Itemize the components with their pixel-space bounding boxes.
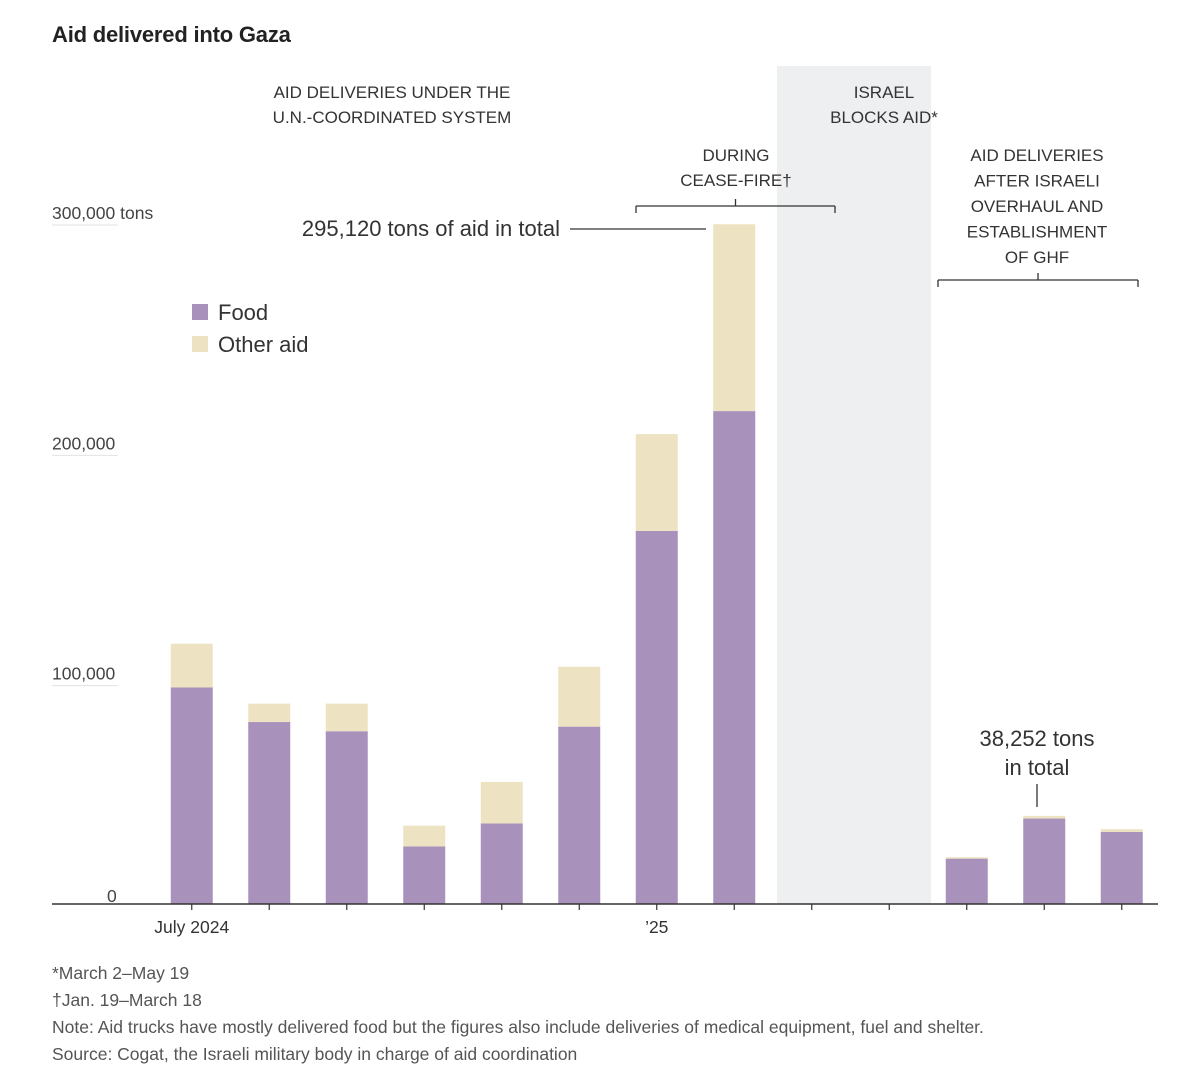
annotation-total-peak: 295,120 tons of aid in total: [302, 216, 560, 241]
x-axis-layer: July 2024 ’25: [52, 903, 1158, 937]
bar-other-aid: [248, 703, 291, 723]
annotation-cease-fire: DURING: [702, 146, 769, 165]
annotation-after-overhaul: OF GHF: [1005, 248, 1069, 267]
bar-food: [403, 846, 446, 904]
legend: Food Other aid: [192, 300, 309, 357]
bar-food: [635, 530, 678, 904]
chart-source: Source: Cogat, the Israeli military body…: [52, 1044, 578, 1064]
bracket-cease-fire: [635, 199, 836, 213]
y-tick-label: 0: [107, 886, 117, 906]
annotations-layer: AID DELIVERIES UNDER THE U.N.-COORDINATED…: [273, 83, 1139, 807]
bar-other-aid: [945, 857, 988, 859]
annotation-israel-blocks-aid: ISRAEL: [854, 83, 914, 102]
bar-other-aid: [170, 643, 213, 688]
y-tick-label: 100,000: [52, 664, 116, 684]
bracket-after-overhaul: [937, 273, 1139, 287]
annotation-after-overhaul: AID DELIVERIES: [970, 146, 1103, 165]
annotation-after-overhaul: AFTER ISRAELI: [974, 172, 1100, 191]
x-tick-label: July 2024: [154, 917, 229, 937]
legend-swatch-other-aid: [192, 336, 208, 352]
chart-note: Note: Aid trucks have mostly delivered f…: [52, 1017, 984, 1037]
annotation-total-recent: in total: [1005, 755, 1070, 780]
bar-chart: 0 100,000 200,000 300,000 tons July 2024 ’25…: [52, 66, 1158, 937]
bar-food: [558, 726, 601, 904]
annotation-total-recent: 38,252 tons: [980, 726, 1095, 751]
footnote-dagger: †Jan. 19–March 18: [52, 990, 202, 1010]
annotation-un-system: U.N.-COORDINATED SYSTEM: [273, 108, 512, 127]
bar-food: [170, 687, 213, 904]
annotation-after-overhaul: OVERHAUL AND: [971, 197, 1104, 216]
y-axis-layer: 0 100,000 200,000 300,000 tons: [52, 203, 153, 906]
bar-food: [1100, 831, 1143, 904]
y-tick-label: 200,000: [52, 433, 116, 453]
bar-food: [1023, 818, 1066, 904]
footnotes: *March 2–May 19 †Jan. 19–March 18 Note: …: [52, 960, 984, 1068]
bar-other-aid: [325, 703, 368, 732]
annotation-un-system: AID DELIVERIES UNDER THE: [274, 83, 511, 102]
legend-label: Other aid: [218, 332, 309, 357]
bars-layer: [170, 224, 1143, 904]
x-tick-label: ’25: [645, 917, 668, 937]
legend-swatch-food: [192, 304, 208, 320]
footnote-asterisk: *March 2–May 19: [52, 963, 190, 983]
annotation-cease-fire: CEASE-FIRE†: [680, 171, 791, 190]
shaded-region-layer: [777, 66, 931, 904]
bar-other-aid: [480, 781, 523, 824]
annotation-after-overhaul: ESTABLISHMENT: [967, 223, 1107, 242]
chart-title: Aid delivered into Gaza: [52, 22, 291, 47]
bar-other-aid: [1023, 815, 1066, 819]
bar-food: [248, 722, 291, 904]
shaded-region-israel-blocks-aid: [777, 66, 931, 904]
annotation-israel-blocks-aid: BLOCKS AID*: [830, 108, 938, 127]
bar-other-aid: [1100, 829, 1143, 832]
y-tick-label: 300,000 tons: [52, 203, 153, 223]
legend-label: Food: [218, 300, 268, 325]
bar-other-aid: [403, 825, 446, 847]
bar-other-aid: [635, 434, 678, 531]
bar-food: [945, 858, 988, 904]
bar-food: [325, 731, 368, 904]
bar-food: [713, 411, 756, 904]
bar-food: [480, 823, 523, 904]
bar-other-aid: [713, 224, 756, 412]
bar-other-aid: [558, 666, 601, 727]
